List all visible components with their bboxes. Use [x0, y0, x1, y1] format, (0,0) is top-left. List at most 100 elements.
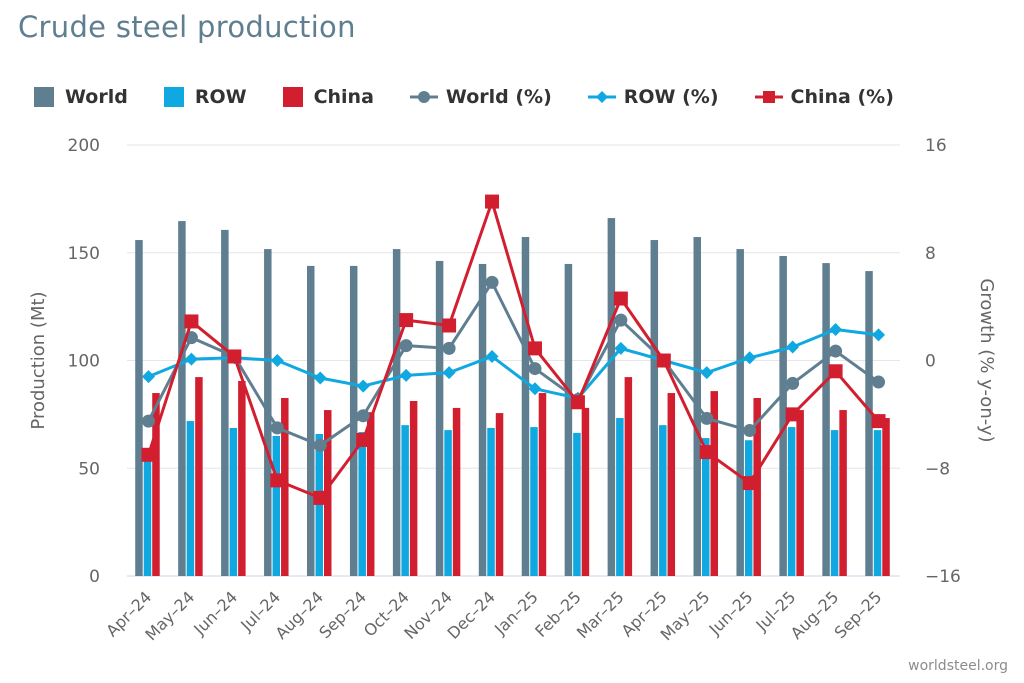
bar-china-aug-25 [839, 410, 847, 576]
legend-label: ROW [194, 86, 247, 108]
marker-square-apr-24 [141, 447, 156, 462]
bar-china-feb-25 [581, 407, 590, 576]
bar-china-apr-24 [152, 393, 160, 576]
bar-row-apr-25 [659, 425, 667, 576]
marker-circle-nov-24 [442, 341, 456, 355]
bar-row-apr-24 [143, 455, 152, 576]
marker-square-sep-25 [871, 414, 886, 429]
x-tick-label: Mar–25 [573, 587, 628, 642]
legend-label: ROW (%) [623, 86, 719, 108]
bar-world-nov-24 [435, 260, 444, 576]
y-axis-title: Production (Mt) [28, 291, 49, 429]
bar-row-jan-25 [530, 427, 538, 576]
y2-axis-title: Growth (% y-on-y) [976, 278, 997, 442]
legend-item-world[interactable]: World [34, 86, 128, 108]
bar-row-may-24 [186, 421, 195, 576]
marker-square-jul-24 [270, 473, 285, 488]
x-tick-label: Aug–24 [271, 587, 327, 643]
bar-china-jun-24 [238, 380, 246, 576]
legend-item-china[interactable]: China [282, 86, 374, 108]
legend-swatch-icon [282, 87, 303, 107]
bar-world-jun-25 [736, 249, 744, 577]
marker-diamond-jul-24 [270, 354, 284, 367]
marker-diamond-may-24 [184, 352, 198, 366]
line-series-diamond [141, 323, 886, 405]
marker-square-may-24 [184, 314, 199, 329]
marker-square-sep-24 [356, 432, 371, 447]
bar-row-jul-24 [272, 435, 281, 576]
y2-tick-label: 16 [925, 136, 947, 156]
bar-world-aug-24 [307, 265, 315, 576]
marker-diamond-jul-25 [786, 340, 800, 354]
marker-square-jun-24 [227, 349, 242, 364]
marker-diamond-sep-25 [872, 328, 886, 342]
bar-world-feb-25 [564, 263, 573, 576]
marker-circle-dec-24 [485, 275, 499, 289]
y-tick-label: 50 [78, 459, 100, 479]
marker-circle-jul-24 [270, 421, 284, 435]
line-path [147, 200, 880, 500]
bar-china-jul-25 [796, 410, 804, 576]
x-tick-label: Dec–24 [443, 587, 498, 642]
bar-row-nov-24 [444, 430, 452, 576]
marker-square-mar-25 [613, 291, 628, 306]
legend-item-world[interactable]: World (%) [409, 86, 552, 108]
x-tick-label: Jun–25 [705, 587, 757, 639]
line-circle-marker-icon [409, 91, 438, 103]
marker-circle-oct-24 [399, 339, 413, 353]
bar-world-dec-24 [478, 263, 487, 576]
legend-swatch-icon [163, 87, 184, 107]
marker-square-aug-24 [313, 490, 328, 505]
marker-diamond-nov-24 [442, 366, 456, 380]
marker-diamond-apr-24 [141, 370, 155, 384]
chart-legend: World ROW China World (%) ROW (%) China (%) [34, 86, 894, 108]
bar-row-may-25 [702, 438, 710, 576]
marker-square-feb-25 [570, 395, 585, 410]
legend-item-row[interactable]: ROW (%) [587, 86, 719, 108]
marker-diamond-sep-24 [356, 379, 370, 393]
y-tick-label: 200 [68, 136, 100, 156]
bar-china-sep-24 [366, 412, 375, 576]
y2-tick-label: 0 [925, 352, 936, 372]
bar-world-oct-24 [392, 249, 401, 577]
marker-diamond-aug-24 [313, 371, 327, 385]
y-tick-label: 0 [89, 567, 100, 587]
marker-square-aug-25 [828, 364, 843, 379]
bar-row-jun-25 [744, 440, 753, 576]
legend-label: China (%) [790, 86, 894, 108]
line-path [147, 280, 880, 447]
marker-circle-may-25 [700, 411, 714, 425]
bar-china-mar-25 [624, 377, 633, 576]
marker-square-may-25 [699, 445, 714, 460]
bar-china-apr-25 [667, 393, 676, 576]
bar-row-aug-25 [830, 430, 839, 576]
marker-circle-aug-25 [829, 344, 843, 358]
bar-row-sep-24 [358, 432, 366, 576]
bar-china-jul-24 [281, 397, 289, 576]
legend-item-china[interactable]: China (%) [754, 86, 894, 108]
legend-label: China [313, 86, 374, 108]
bar-row-sep-25 [873, 430, 882, 576]
legend-label: World (%) [445, 86, 552, 108]
x-tick-label: Sep–25 [831, 587, 886, 642]
bar-world-jun-24 [221, 229, 229, 577]
bar-series [135, 218, 890, 577]
bar-row-mar-25 [616, 418, 624, 576]
line-series-circle [141, 275, 886, 452]
marker-square-nov-24 [442, 318, 457, 333]
marker-circle-aug-24 [313, 438, 327, 452]
bar-china-jun-25 [753, 397, 761, 576]
line-path [147, 328, 879, 400]
source-credit: worldsteel.org [908, 658, 1008, 674]
marker-circle-jul-25 [786, 376, 800, 390]
bar-world-sep-25 [865, 271, 873, 576]
marker-diamond-may-25 [700, 366, 714, 380]
line-square-marker-icon [754, 91, 783, 103]
line-diamond-marker-icon [587, 91, 616, 103]
legend-item-row[interactable]: ROW [163, 86, 247, 108]
bar-world-may-24 [178, 221, 186, 576]
bar-world-apr-24 [135, 240, 143, 576]
bar-world-mar-25 [607, 218, 616, 576]
bar-world-jul-25 [779, 255, 787, 577]
